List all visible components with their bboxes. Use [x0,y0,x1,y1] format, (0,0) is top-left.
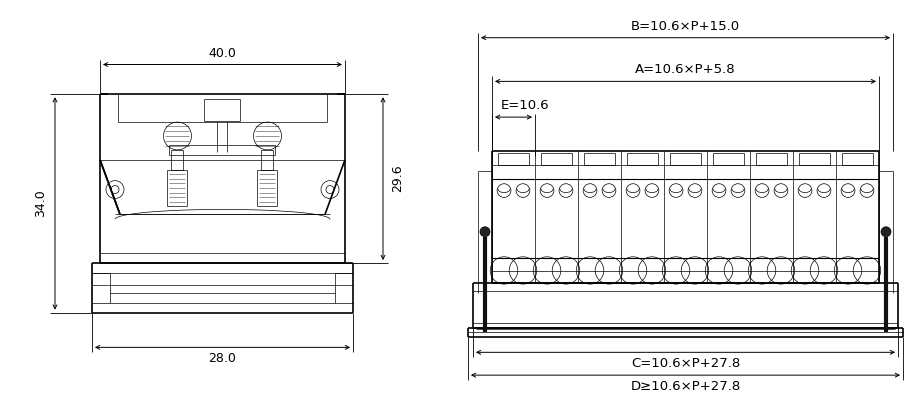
Text: C=10.6×P+27.8: C=10.6×P+27.8 [631,357,740,370]
Text: D≥10.6×P+27.8: D≥10.6×P+27.8 [630,380,741,393]
Text: B=10.6×P+15.0: B=10.6×P+15.0 [631,20,740,33]
Text: 28.0: 28.0 [208,352,237,366]
Circle shape [881,227,891,237]
Text: 34.0: 34.0 [34,190,47,217]
Text: 29.6: 29.6 [391,165,404,192]
Text: 40.0: 40.0 [208,47,237,59]
Text: E=10.6: E=10.6 [501,99,549,112]
Text: A=10.6×P+5.8: A=10.6×P+5.8 [635,63,735,76]
Circle shape [480,227,490,237]
